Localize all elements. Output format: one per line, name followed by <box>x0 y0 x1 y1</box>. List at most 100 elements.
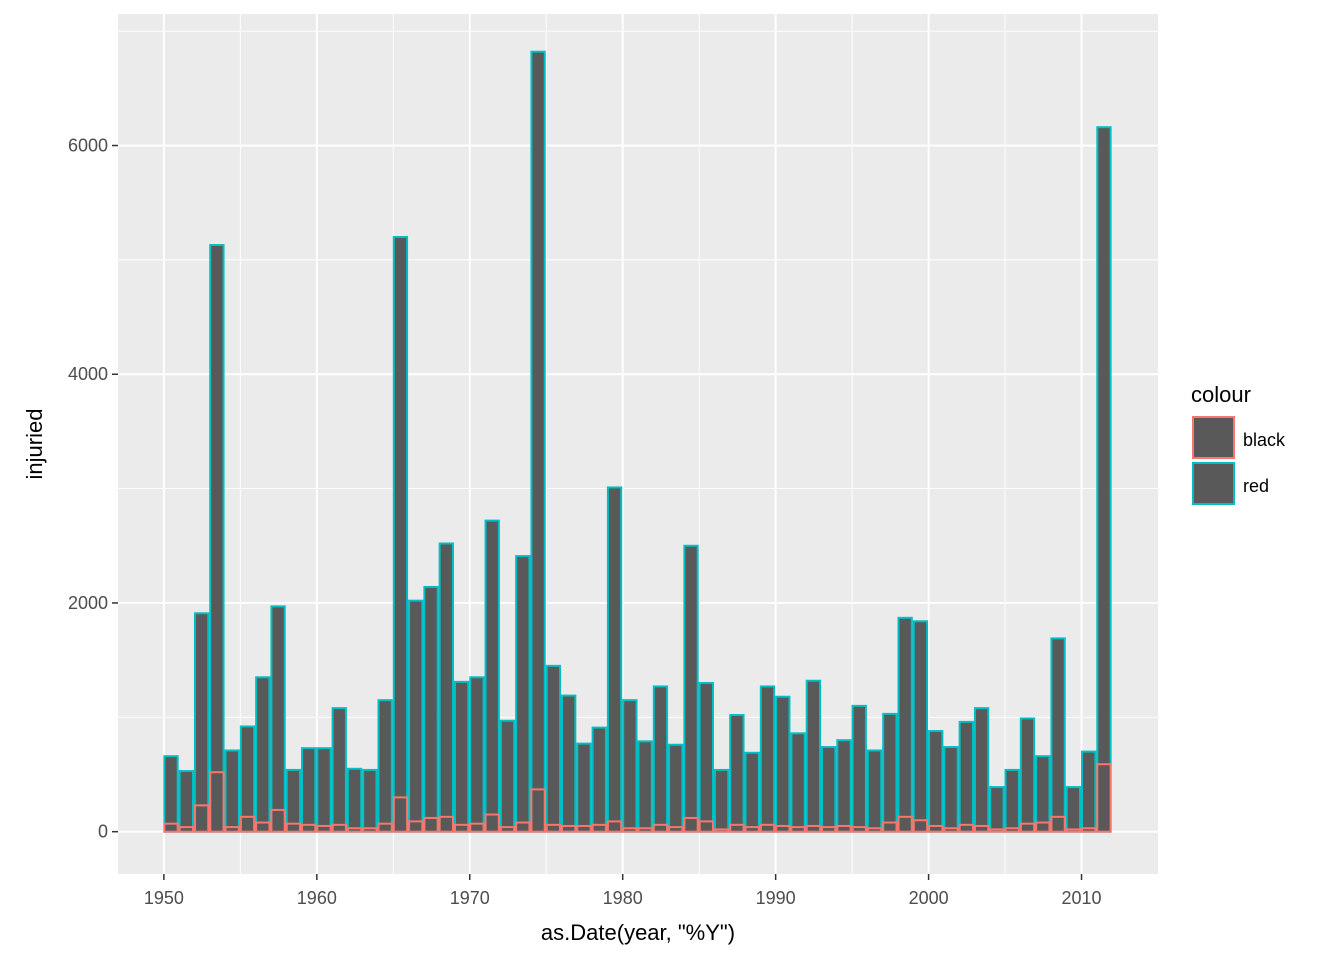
bar-black <box>178 826 194 833</box>
bar-black <box>928 824 944 833</box>
bar-red <box>729 714 745 833</box>
bar-red <box>301 747 317 833</box>
bar-red <box>943 746 959 833</box>
bar-red <box>285 768 302 833</box>
bar-red <box>377 699 393 833</box>
bar-black <box>622 827 638 833</box>
bar-red <box>683 544 699 833</box>
bar-black <box>255 821 271 833</box>
legend-key-black <box>1192 416 1235 459</box>
legend-label-black: black <box>1243 430 1286 450</box>
bar-red <box>545 664 562 833</box>
bar-black <box>821 826 837 833</box>
bar-black <box>668 826 684 833</box>
bar-black <box>591 823 607 833</box>
bar-red <box>1065 786 1082 833</box>
bar-black <box>943 827 959 833</box>
bar-black <box>239 815 256 833</box>
bar-black <box>912 819 929 833</box>
bar-red <box>255 676 271 833</box>
bar-red <box>362 768 378 833</box>
bar-black <box>392 796 409 833</box>
bar-black <box>637 827 653 833</box>
bar-red <box>469 676 485 833</box>
bar-black <box>882 821 898 833</box>
bar-red <box>316 747 332 833</box>
y-tick-label: 2000 <box>68 593 108 613</box>
bar-black <box>1081 827 1097 833</box>
bar-black <box>469 822 485 833</box>
bar-red <box>836 739 852 833</box>
bar-black <box>301 823 317 833</box>
bar-black <box>377 822 393 833</box>
bar-black <box>1019 822 1036 833</box>
bar-red <box>821 746 837 833</box>
bar-red <box>1035 755 1051 833</box>
bar-black <box>453 823 470 833</box>
legend-title: colour <box>1191 382 1251 407</box>
bar-red <box>591 726 607 833</box>
bar-red <box>668 743 684 833</box>
y-axis: 0 2000 4000 6000 <box>68 136 118 842</box>
bar-black <box>1050 815 1066 833</box>
bar-black <box>285 822 302 833</box>
bar-red <box>438 542 454 833</box>
bar-black <box>744 826 760 833</box>
bar-black <box>836 824 852 833</box>
bar-black <box>576 824 592 833</box>
bar-red <box>713 768 730 833</box>
bar-red <box>1081 750 1097 833</box>
x-tick-label: 1970 <box>450 888 490 908</box>
x-tick-label: 1950 <box>144 888 184 908</box>
bars-black-series <box>163 763 1112 833</box>
bar-black <box>193 804 210 833</box>
x-tick-label: 2000 <box>909 888 949 908</box>
bar-black <box>561 824 577 833</box>
bar-red <box>1096 126 1112 833</box>
bar-red <box>928 730 944 833</box>
legend-label-red: red <box>1243 476 1269 496</box>
bar-red <box>209 244 225 833</box>
bar-red <box>453 680 470 833</box>
y-tick-label: 0 <box>98 822 108 842</box>
bar-red <box>698 682 714 833</box>
bar-red <box>912 620 929 833</box>
x-axis: 1950 1960 1970 1980 1990 2000 2010 <box>144 874 1102 908</box>
bar-red <box>163 755 179 833</box>
bar-red <box>193 612 210 833</box>
bar-red <box>499 719 516 833</box>
bar-red <box>484 519 500 833</box>
bar-black <box>683 816 699 833</box>
bar-red <box>423 585 439 833</box>
bar-red <box>606 486 623 833</box>
bar-black <box>408 820 424 833</box>
bar-black <box>1035 821 1051 833</box>
bar-red <box>958 720 974 833</box>
bar-red <box>759 685 776 833</box>
bar-black <box>224 826 240 833</box>
bar-black <box>606 820 623 833</box>
bar-black <box>652 823 669 833</box>
bar-red <box>973 707 990 833</box>
bar-red <box>515 555 531 833</box>
bar-black <box>423 816 439 833</box>
bar-red <box>775 695 791 833</box>
bar-black <box>713 828 730 833</box>
bar-black <box>515 821 531 833</box>
bar-red <box>561 694 577 833</box>
bar-red <box>790 732 806 833</box>
bar-red <box>270 605 286 833</box>
bar-red <box>224 749 240 833</box>
bar-black <box>316 824 332 833</box>
x-tick-label: 2010 <box>1062 888 1102 908</box>
bar-red <box>530 50 546 833</box>
bar-red <box>1050 637 1066 833</box>
bar-red <box>1019 717 1036 833</box>
bar-black <box>866 827 883 833</box>
bar-black <box>362 827 378 833</box>
bar-black <box>805 824 822 833</box>
bar-red <box>178 770 194 833</box>
bar-red <box>637 740 653 833</box>
bar-red <box>576 742 592 833</box>
